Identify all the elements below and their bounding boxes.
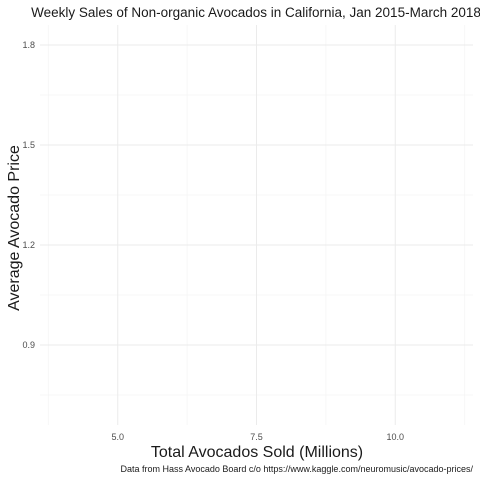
y-axis-title: Average Avocado Price [6,145,23,311]
y-tick-label: 1.2 [22,240,35,250]
x-tick-label: 7.5 [250,432,263,442]
x-axis-ticks: 5.0 7.5 10.0 [111,432,404,442]
y-tick-label: 1.8 [22,40,35,50]
y-tick-label: 1.5 [22,140,35,150]
x-tick-label: 10.0 [387,432,405,442]
x-tick-label: 5.0 [111,432,124,442]
chart-caption: Data from Hass Avocado Board c/o https:/… [121,464,474,474]
y-tick-label: 0.9 [22,340,35,350]
chart-title: Weekly Sales of Non-organic Avocados in … [31,5,480,20]
y-axis-ticks: 0.9 1.2 1.5 1.8 [22,40,35,350]
x-axis-title: Total Avocados Sold (Millions) [151,444,363,461]
major-gridlines [40,25,473,425]
